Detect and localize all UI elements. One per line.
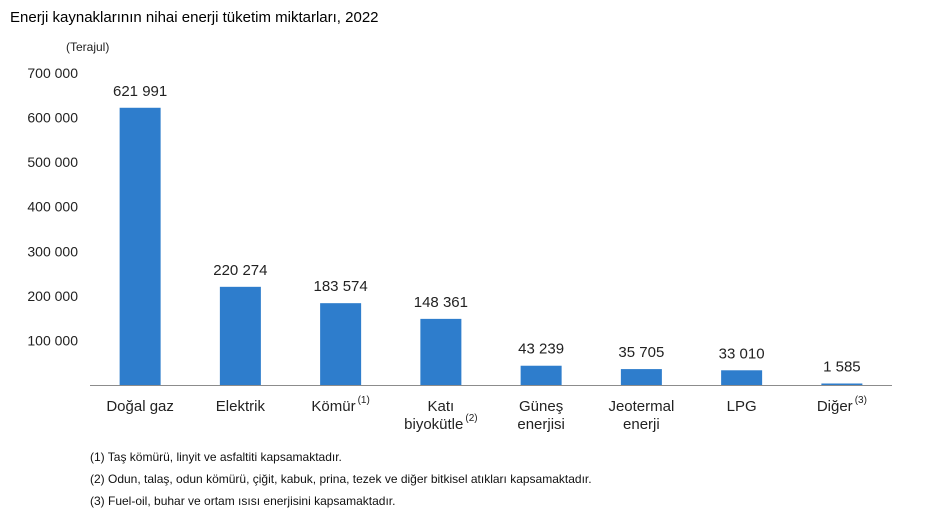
bar-value-label: 35 705 [618, 344, 664, 361]
bar [620, 369, 662, 385]
x-tick-label: Güneş [519, 398, 563, 415]
footnote-3: (3) Fuel-oil, buhar ve ortam ısısı enerj… [90, 494, 396, 508]
x-tick-label: Doğal gaz [106, 398, 174, 415]
footnote-2: (2) Odun, talaş, odun kömürü, çiğit, kab… [90, 472, 592, 486]
y-tick-label: 300 000 [27, 243, 78, 259]
x-tick-label: Diğer (3) [817, 395, 867, 415]
x-tick-label: enerji [623, 416, 660, 433]
bar-value-label: 33 010 [719, 345, 765, 362]
bar [320, 303, 362, 385]
bar [119, 107, 161, 386]
bar [721, 370, 763, 385]
x-tick-label: LPG [727, 398, 757, 415]
bar-value-label: 220 274 [213, 262, 267, 279]
bar-value-label: 183 574 [314, 278, 368, 295]
bar [219, 286, 261, 385]
y-tick-label: 500 000 [27, 154, 78, 170]
bar [821, 383, 863, 385]
y-tick-label: 400 000 [27, 199, 78, 215]
bar-value-label: 1 585 [823, 359, 861, 376]
y-tick-label: 100 000 [27, 332, 78, 348]
x-tick-footnote-ref: (2) [465, 413, 477, 424]
bar-value-label: 148 361 [414, 294, 468, 311]
x-tick-footnote-ref: (3) [855, 395, 867, 406]
footnotes: (1) Taş kömürü, linyit ve asfaltiti kaps… [90, 446, 592, 512]
x-tick-label: biyokütle (2) [404, 413, 477, 433]
bar-value-label: 43 239 [518, 341, 564, 358]
x-tick-label: Kömür (1) [311, 395, 369, 415]
x-tick-footnote-ref: (1) [358, 395, 370, 406]
x-tick-label: Elektrik [216, 398, 266, 415]
x-tick-label: enerjisi [517, 416, 565, 433]
footnote-1: (1) Taş kömürü, linyit ve asfaltiti kaps… [90, 450, 342, 464]
bar-chart: 100 000 200 000 300 000 400 000 500 000 600 0… [27, 65, 892, 433]
x-tick-label: Jeotermal [608, 398, 674, 415]
y-tick-label: 200 000 [27, 288, 78, 304]
x-tick-label: Katı [428, 398, 455, 415]
bar [420, 318, 462, 385]
y-tick-label: 700 000 [27, 65, 78, 81]
y-tick-label: 600 000 [27, 110, 78, 126]
bar-value-label: 621 991 [113, 83, 167, 100]
chart-title: Enerji kaynaklarının nihai enerji tüketi… [10, 9, 379, 26]
y-axis-unit-label: (Terajul) [66, 40, 110, 54]
bar [520, 365, 562, 385]
